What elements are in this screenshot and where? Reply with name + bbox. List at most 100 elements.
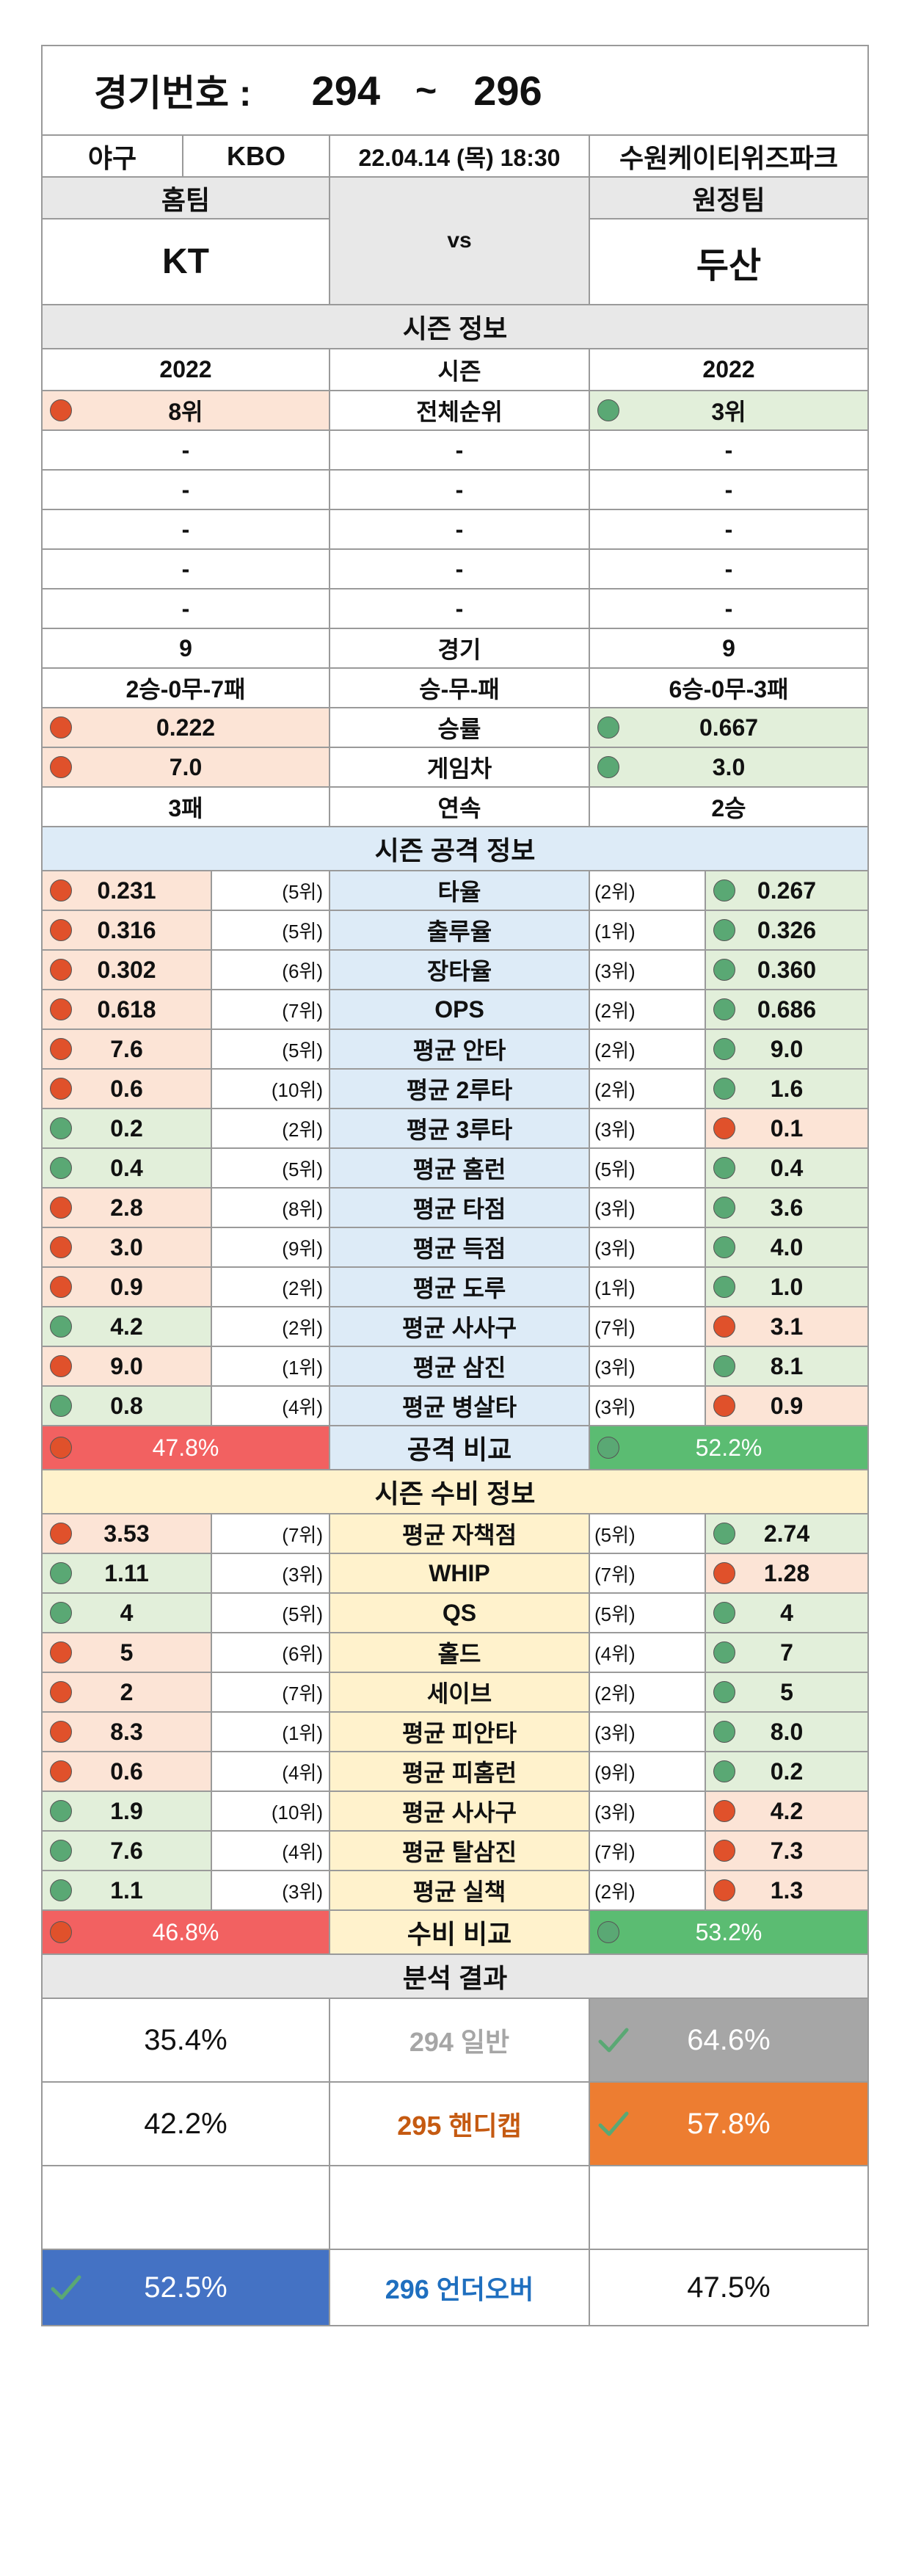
defense-stat-label: 평균 피홈런 [330, 1752, 590, 1792]
defense-home-rank: (6위) [212, 1633, 330, 1673]
defense-away-rank: (7위) [590, 1832, 706, 1871]
season-label: - [330, 431, 590, 471]
defense-row: 0.6 (4위) 평균 피홈런 (9위) 0.2 [41, 1752, 869, 1792]
defense-away-value: 5 [706, 1673, 869, 1713]
green-dot-icon [50, 1117, 72, 1139]
defense-away-value-text: 1.3 [770, 1876, 804, 1904]
offense-away-value-text: 0.326 [757, 916, 817, 943]
offense-stat-label: 타율 [330, 871, 590, 911]
season-row: --- [41, 589, 869, 629]
red-dot-icon [50, 1197, 72, 1219]
defense-away-rank: (5위) [590, 1594, 706, 1633]
season-row: 0.222 승률 0.667 [41, 708, 869, 748]
season-row: 9 경기 9 [41, 629, 869, 669]
offense-away-value-text: 3.1 [770, 1313, 804, 1340]
offense-away-rank: (5위) [590, 1149, 706, 1189]
season-home-value: 8위 [41, 391, 330, 431]
season-away-text: - [724, 595, 733, 622]
offense-home-value-text: 0.2 [110, 1114, 143, 1142]
red-dot-icon [50, 879, 72, 901]
offense-away-value: 0.326 [706, 911, 869, 951]
offense-stat-label: 평균 병살타 [330, 1387, 590, 1426]
analysis-rows: 35.4% 294 일반 64.6% 42.2% 295 핸디캡 57.8% 52.5% 29… [41, 1999, 869, 2326]
offense-home-value-text: 0.618 [97, 995, 156, 1023]
offense-row: 3.0 (9위) 평균 득점 (3위) 4.0 [41, 1228, 869, 1268]
away-team-label: 원정팀 [590, 178, 869, 219]
red-dot-icon [50, 716, 72, 739]
defense-away-value: 8.0 [706, 1713, 869, 1752]
defense-home-value-text: 2 [120, 1678, 134, 1705]
season-away-value: 2승 [590, 788, 869, 827]
defense-away-rank: (2위) [590, 1871, 706, 1911]
analysis-right-prob: 57.8% [590, 2083, 869, 2166]
offense-row: 0.4 (5위) 평균 홈런 (5위) 0.4 [41, 1149, 869, 1189]
season-label: 연속 [330, 788, 590, 827]
offense-home-value-text: 2.8 [110, 1194, 143, 1221]
offense-away-value: 0.9 [706, 1387, 869, 1426]
offense-home-rank: (2위) [212, 1307, 330, 1347]
season-away-value: 6승-0무-3패 [590, 669, 869, 708]
analysis-left-prob: 42.2% [41, 2083, 330, 2166]
defense-header: 시즌 수비 정보 [41, 1470, 869, 1514]
defense-away-rank: (3위) [590, 1713, 706, 1752]
season-home-text: 7.0 [169, 753, 203, 780]
green-dot-icon [597, 1921, 619, 1943]
offense-away-value: 9.0 [706, 1030, 869, 1070]
offense-away-value: 0.686 [706, 990, 869, 1030]
offense-row: 4.2 (2위) 평균 사사구 (7위) 3.1 [41, 1307, 869, 1347]
season-header-row: 시즌 정보 [41, 305, 869, 349]
offense-stat-label: 평균 타점 [330, 1189, 590, 1228]
offense-home-value-text: 0.9 [110, 1273, 143, 1300]
offense-away-value-text: 3.6 [770, 1194, 804, 1221]
season-away-value: 9 [590, 629, 869, 669]
season-away-text: 9 [722, 634, 735, 661]
season-home-value: 2승-0무-7패 [41, 669, 330, 708]
offense-home-value: 0.316 [41, 911, 212, 951]
green-dot-icon [597, 716, 619, 739]
offense-away-rank: (3위) [590, 1347, 706, 1387]
season-away-value: 2022 [590, 349, 869, 391]
defense-home-value: 2 [41, 1673, 212, 1713]
red-dot-icon [50, 399, 72, 421]
offense-row: 0.618 (7위) OPS (2위) 0.686 [41, 990, 869, 1030]
season-away-value: - [590, 550, 869, 589]
green-dot-icon [50, 1562, 72, 1584]
offense-home-value-text: 4.2 [110, 1313, 143, 1340]
red-dot-icon [50, 1721, 72, 1743]
season-home-value: - [41, 471, 330, 510]
defense-row: 5 (6위) 홀드 (4위) 7 [41, 1633, 869, 1673]
green-dot-icon [713, 959, 735, 981]
offense-away-rank: (3위) [590, 1109, 706, 1149]
analysis-left-text: 42.2% [144, 2107, 228, 2140]
season-home-value: - [41, 431, 330, 471]
defense-home-value-text: 7.6 [110, 1837, 143, 1864]
season-away-text: 2승 [711, 795, 746, 821]
season-label: - [330, 589, 590, 629]
green-dot-icon [597, 399, 619, 421]
season-away-text: 6승-0무-3패 [669, 676, 789, 703]
offense-row: 0.6 (10위) 평균 2루타 (2위) 1.6 [41, 1070, 869, 1109]
red-dot-icon [50, 1355, 72, 1377]
defense-row: 2 (7위) 세이브 (2위) 5 [41, 1673, 869, 1713]
offense-home-rank: (5위) [212, 1030, 330, 1070]
defense-header-row: 시즌 수비 정보 [41, 1470, 869, 1514]
offense-away-value: 8.1 [706, 1347, 869, 1387]
offense-home-value: 0.4 [41, 1149, 212, 1189]
offense-home-value: 4.2 [41, 1307, 212, 1347]
analysis-row: 52.5% 296 언더오버 47.5% [41, 2166, 869, 2326]
analysis-right-text: 47.5% [687, 2271, 771, 2304]
defense-stat-label: QS [330, 1594, 590, 1633]
defense-row: 1.11 (3위) WHIP (7위) 1.28 [41, 1554, 869, 1594]
season-home-value: 9 [41, 629, 330, 669]
datetime: 22.04.14 (목) 18:30 [330, 136, 590, 178]
season-away-value: - [590, 510, 869, 550]
offense-home-rank: (5위) [212, 1149, 330, 1189]
defense-home-rank: (10위) [212, 1792, 330, 1832]
offense-compare-home-value: 47.8% [152, 1434, 219, 1461]
defense-home-value-text: 1.1 [110, 1876, 143, 1904]
season-row: --- [41, 510, 869, 550]
green-dot-icon [713, 1355, 735, 1377]
defense-home-value: 7.6 [41, 1832, 212, 1871]
defense-home-value-text: 1.11 [104, 1559, 149, 1586]
defense-away-value-text: 1.28 [763, 1559, 810, 1586]
